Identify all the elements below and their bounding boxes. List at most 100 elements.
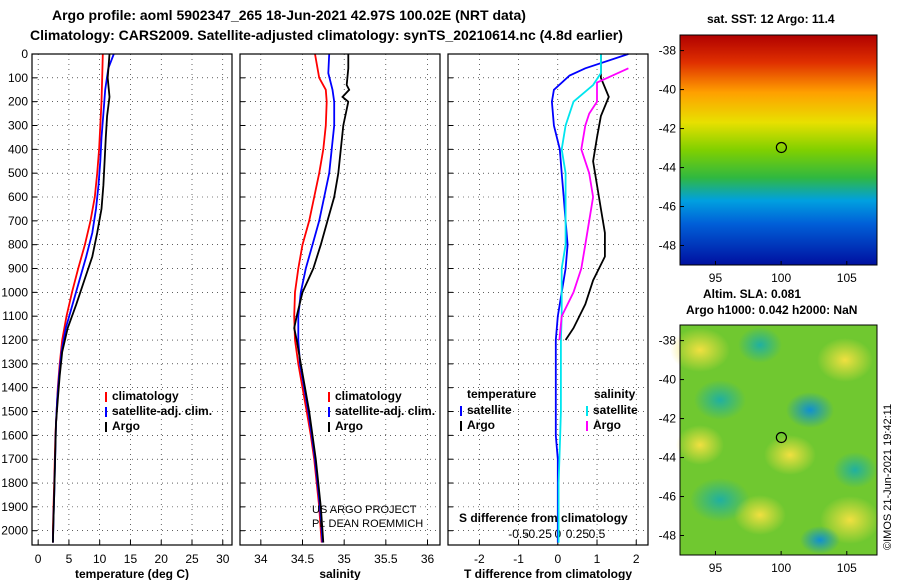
y-tick-label: 500 [8,166,28,180]
map-x-tick-label: 105 [837,271,857,285]
sst-map [679,34,878,266]
map-y-tick-label: -48 [659,529,677,543]
plot-frame [31,53,233,546]
temperature-legend: climatology satellite-adj. clim. Argo [105,389,212,433]
legend-label-sal-argo: Argo [593,418,621,432]
map-y-tick-label: -42 [659,412,677,426]
salinity-profile-panel: 34 34.5 35 35.5 36 salinity [239,53,441,580]
map-y-tick-label: -40 [659,83,677,97]
difference-profile-panel: -2 -1 0 1 2-0.5-0.25 0 0.25 0.5T difference fro… [447,53,649,580]
legend-heading-temperature: temperature [467,387,537,401]
series-line-argo [293,54,351,543]
sla-blob [817,338,873,382]
map-y-tick-label: -46 [659,490,677,504]
x-tick-label: 34.5 [291,552,315,566]
map-x-tick-label: 95 [709,561,723,575]
legend-label-climatology: climatology [335,389,402,403]
sla-blob [738,327,782,363]
sla-blob [786,392,834,428]
imos-watermark: ©IMOS 21-Jun-2021 19:42:11 [882,404,894,550]
x-tick-label: 1 [594,552,601,566]
argo-location-marker [775,141,787,154]
series-line-salinity-argo [558,67,629,341]
x-tick-label: 35.5 [374,552,398,566]
legend-label-sal-satellite: satellite [593,403,638,417]
y-tick-label: 0 [21,47,28,61]
legend-heading-salinity: salinity [594,387,636,401]
x-tick-label: -1 [513,552,524,566]
x-axis-label: temperature (deg C) [75,567,189,580]
sla-map-title-line1: Altim. SLA: 0.081 [703,287,801,301]
y-tick-label: 1700 [1,452,28,466]
x-tick-label: 35 [337,552,351,566]
y-tick-label: 600 [8,190,28,204]
sla-blob [764,435,816,475]
map-y-tick-label: -40 [659,373,677,387]
sla-map-axes: -38 -40 -42 -44 -46 -48 95 100 105 [659,334,857,575]
map-y-tick-label: -44 [659,451,677,465]
sla-blob [734,495,786,535]
y-tick-label: 900 [8,262,28,276]
legend-label-temp-argo: Argo [467,418,495,432]
map-y-tick-label: -48 [659,239,677,253]
y-tick-label: 1400 [1,381,28,395]
legend-label-temp-satellite: satellite [467,403,512,417]
legend-label-satellite: satellite-adj. clim. [335,404,435,418]
x-tick-label: 0 [35,552,42,566]
sla-blob [676,425,724,465]
legend-label-argo: Argo [112,419,140,433]
x-tick-label: 36 [421,552,435,566]
series-line-satellite-adj-clim- [52,53,115,543]
sla-map-border [679,324,878,556]
secondary-x-tick-label: 0.5 [589,527,606,541]
sst-map-border [679,34,878,266]
sla-blob [833,452,877,488]
sst-map-field [680,35,877,265]
legend-label-satellite: satellite-adj. clim. [112,404,212,418]
x-tick-label: 20 [155,552,169,566]
y-tick-label: 1600 [1,428,28,442]
map-x-tick-label: 105 [837,561,857,575]
x-tick-label: 5 [66,552,73,566]
argo-location-marker [775,431,787,444]
difference-legend: temperature satellite Argo salinity sate… [459,387,638,525]
map-x-tick-label: 95 [709,271,723,285]
series-line-temperature-satellite [550,53,629,543]
secondary-x-tick-label: -0.5 [508,527,529,541]
secondary-x-tick-label: -0.25 [525,527,553,541]
sla-blob [670,328,730,372]
figure-title-line1: Argo profile: aoml 5902347_265 18-Jun-20… [52,7,526,23]
map-y-tick-label: -44 [659,161,677,175]
series-line-salinity-satellite [557,54,602,543]
x-tick-label: 10 [93,552,107,566]
y-tick-label: 700 [8,214,28,228]
series-line-temperature-argo [564,54,610,341]
y-tick-label: 800 [8,238,28,252]
map-y-tick-label: -42 [659,122,677,136]
annotation-project: US ARGO PROJECT [312,504,417,516]
sst-map-title: sat. SST: 12 Argo: 11.4 [707,12,835,26]
legend-label-climatology: climatology [112,389,179,403]
y-tick-label: 400 [8,142,28,156]
secondary-xlabel: S difference from climatology [459,511,628,525]
x-tick-label: 15 [124,552,138,566]
sst-map-axes: -38 -40 -42 -44 -46 -48 95 100 105 [659,44,857,285]
x-axis-label: salinity [319,567,361,580]
y-tick-label: 1300 [1,357,28,371]
sla-blob [694,380,746,420]
y-tick-label: 2000 [1,524,28,538]
y-tick-label: 300 [8,119,28,133]
x-tick-label: 0 [554,552,561,566]
map-x-tick-label: 100 [771,271,791,285]
salinity-legend: climatology satellite-adj. clim. Argo US… [312,389,435,530]
x-tick-label: 30 [216,552,230,566]
map-y-tick-label: -38 [659,44,677,58]
temperature-profile-panel: 0100200300400500600700800900100011001200… [1,47,233,580]
y-tick-label: 1500 [1,405,28,419]
y-tick-label: 1000 [1,285,28,299]
sla-map-title-line2: Argo h1000: 0.042 h2000: NaN [686,303,857,317]
map-y-tick-label: -38 [659,334,677,348]
y-tick-label: 200 [8,95,28,109]
sla-map [670,324,880,556]
